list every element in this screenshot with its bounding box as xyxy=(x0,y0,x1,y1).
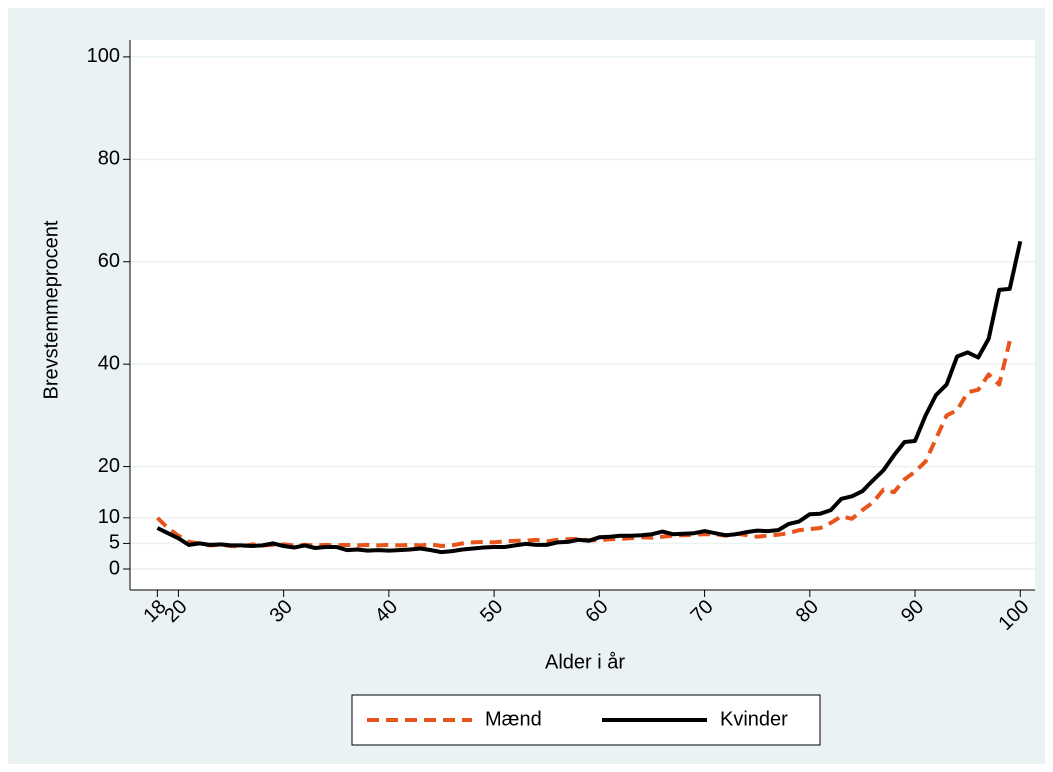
series-line xyxy=(156,340,1012,549)
y-tick-label: 60 xyxy=(98,250,120,272)
y-tick-label: 5 xyxy=(109,532,120,554)
y-tick-label: 20 xyxy=(98,455,120,477)
y-tick-label: 10 xyxy=(98,506,120,528)
y-tick-label: 0 xyxy=(109,557,120,579)
legend-label: Mænd xyxy=(485,708,542,730)
y-tick-label: 80 xyxy=(98,148,120,170)
legend-label: Kvinder xyxy=(720,708,788,730)
series-line xyxy=(156,240,1023,555)
y-tick-label: 100 xyxy=(87,45,120,67)
y-tick-label: 40 xyxy=(98,352,120,374)
plot-area xyxy=(130,40,1035,590)
x-axis-title: Alder i år xyxy=(545,651,625,673)
y-axis-title: Brevstemmeprocent xyxy=(40,220,62,399)
